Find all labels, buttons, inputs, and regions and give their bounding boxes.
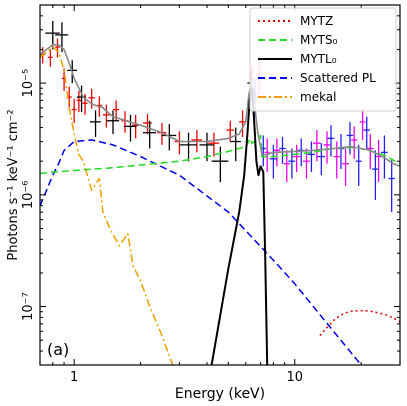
- data-point: [333, 141, 340, 179]
- data-point: [102, 104, 110, 128]
- data-point: [297, 138, 305, 167]
- data-point: [179, 132, 197, 162]
- data-point: [346, 121, 354, 155]
- data-point: [161, 124, 177, 151]
- data-points-red: [40, 38, 254, 157]
- legend-entry: Scattered PL: [258, 71, 376, 85]
- series-line-mekal: [40, 46, 174, 365]
- data-point: [288, 148, 296, 179]
- data-point: [123, 114, 137, 142]
- data-point: [375, 139, 382, 183]
- legend-label: Scattered PL: [300, 71, 376, 85]
- series-line-mytz: [319, 309, 400, 337]
- data-point: [230, 127, 241, 162]
- x-tick-label: 10: [286, 370, 303, 385]
- data-point: [71, 99, 77, 123]
- data-point: [363, 116, 370, 149]
- data-point: [90, 110, 101, 137]
- data-point: [88, 88, 95, 109]
- data-point: [317, 143, 325, 176]
- data-points-blue: [252, 78, 395, 213]
- data-point: [351, 126, 358, 159]
- data-point: [313, 130, 321, 162]
- legend-entry: MYTZ: [258, 14, 333, 28]
- legend-label: MYTZ: [300, 14, 333, 28]
- data-point: [307, 141, 315, 173]
- data-point: [388, 158, 395, 213]
- data-point: [355, 144, 362, 186]
- y-tick-label: 10⁻⁶: [21, 181, 36, 210]
- data-point: [292, 144, 301, 173]
- y-tick-label: 10⁻⁵: [21, 69, 36, 98]
- legend-entry: MYTS₀: [258, 33, 338, 47]
- data-point: [359, 108, 366, 140]
- data-point: [142, 120, 157, 149]
- data-point: [106, 110, 120, 135]
- x-axis-label: Energy (keV): [175, 386, 265, 402]
- legend-label: MYTS₀: [300, 33, 338, 47]
- panel-label: (a): [47, 340, 69, 359]
- legend-label: mekal: [300, 90, 337, 104]
- data-points-black: [45, 20, 254, 183]
- data-point: [327, 125, 335, 157]
- legend-box: [249, 7, 397, 112]
- legend-entry: mekal: [258, 90, 337, 104]
- plot-area: [40, 20, 400, 365]
- data-point: [55, 38, 60, 58]
- legend-label: MYTL₀: [300, 52, 337, 66]
- data-point: [211, 146, 229, 183]
- plot-frame: [39, 4, 401, 366]
- x-tick-label: 1: [70, 370, 78, 385]
- data-point: [323, 131, 331, 164]
- y-axis-label: Photons s⁻¹ keV⁻¹ cm⁻²: [6, 109, 21, 260]
- legend-entry: MYTL₀: [258, 52, 337, 66]
- data-point: [47, 49, 53, 67]
- y-tick-label: 10⁻⁷: [21, 292, 36, 321]
- data-point: [142, 113, 152, 135]
- data-points-magenta: [256, 60, 382, 186]
- data-point: [269, 144, 277, 179]
- data-point: [76, 90, 82, 113]
- legend: MYTZ MYTS₀ MYTL₀ Scattered PL mekal: [249, 7, 397, 112]
- data-point: [372, 150, 379, 200]
- series-line-total: [40, 43, 400, 168]
- axis-ticks: 1 10 10⁻⁷ 10⁻⁶ 10⁻⁵: [21, 4, 401, 385]
- data-point: [239, 110, 246, 137]
- series-line-scattered: [40, 139, 362, 365]
- data-point: [279, 136, 286, 164]
- data-point: [342, 148, 349, 186]
- data-point: [264, 138, 270, 173]
- series-line-mytl0: [210, 87, 269, 365]
- data-point: [121, 111, 129, 133]
